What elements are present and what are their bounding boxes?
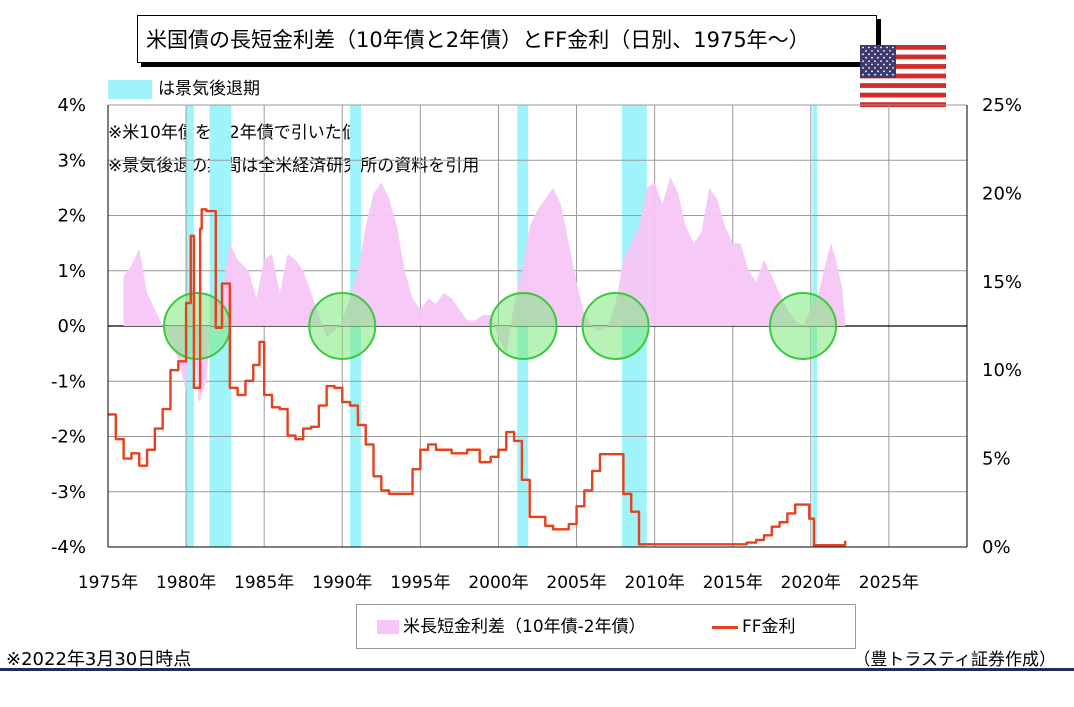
x-tick-label: 1980年: [156, 573, 216, 593]
y-left-tick-label: 3%: [57, 150, 86, 171]
bottom-rule: [0, 668, 1074, 671]
x-tick-label: 2010年: [625, 573, 685, 593]
chart-title: 米国債の長短金利差（10年債と2年債）とFF金利（日別、1975年〜）: [137, 15, 877, 63]
y-left-tick-label: -2%: [51, 427, 86, 448]
y-right-tick-label: 15%: [982, 272, 1022, 293]
recession-legend: は景気後退期: [108, 78, 260, 100]
y-left-tick-label: 1%: [57, 261, 86, 282]
y-right-tick-label: 20%: [982, 183, 1022, 204]
y-right-tick-label: 5%: [982, 449, 1011, 470]
legend-label-spread: 米長短金利差（10年債-2年債）: [403, 617, 646, 637]
legend-item-spread: 米長短金利差（10年債-2年債）: [377, 616, 646, 638]
recession-swatch: [108, 79, 152, 99]
y-right-tick-label: 25%: [982, 95, 1022, 116]
footnote-source: （豊トラスティ証券作成）: [853, 650, 1056, 670]
x-tick-label: 2000年: [468, 573, 528, 593]
x-tick-label: 1975年: [78, 573, 138, 593]
y-left-tick-label: 2%: [57, 206, 86, 227]
x-tick-label: 1995年: [390, 573, 450, 593]
note-recession-source: ※景気後退の期間は全米経済研究所の資料を引用: [108, 156, 480, 176]
spread-area: [123, 176, 846, 404]
x-tick-label: 2020年: [781, 573, 841, 593]
legend-item-ff: FF金利: [712, 616, 796, 638]
x-tick-label: 1985年: [234, 573, 294, 593]
note-spread-definition: ※米10年債を米2年債で引いた値: [108, 123, 359, 143]
x-tick-label: 2005年: [546, 573, 606, 593]
us-flag-icon: [860, 45, 946, 107]
y-left-tick-label: 0%: [57, 316, 86, 337]
x-tick-label: 2025年: [859, 573, 919, 593]
y-left-tick-label: -4%: [51, 537, 86, 558]
y-right-tick-label: 0%: [982, 537, 1011, 558]
x-tick-label: 1990年: [312, 573, 372, 593]
y-left-tick-label: 4%: [57, 95, 86, 116]
chart-area: 1975年 1980年 1985年 1990年 1995年 2000年 2005年 2010年…: [51, 95, 1022, 593]
y-left-tick-label: -3%: [51, 482, 86, 503]
legend-swatch-ff: [712, 625, 738, 629]
ff-rate-line: [108, 208, 847, 547]
inversion-highlight-circle: [769, 292, 838, 360]
inversion-highlight-circle: [163, 292, 232, 360]
legend-label-ff: FF金利: [742, 617, 796, 637]
recession-legend-label: は景気後退期: [158, 79, 260, 99]
legend-swatch-spread: [377, 620, 399, 634]
y-right-tick-label: 10%: [982, 360, 1022, 381]
inversion-highlight-circle: [489, 292, 558, 360]
inversion-highlight-circle: [308, 292, 377, 360]
footnote-date: ※2022年3月30日時点: [6, 649, 192, 670]
chart-legend: 米長短金利差（10年債-2年債） FF金利: [356, 604, 856, 649]
inversion-highlight-circle: [581, 292, 650, 360]
x-tick-label: 2015年: [703, 573, 763, 593]
y-left-tick-label: -1%: [51, 371, 86, 392]
